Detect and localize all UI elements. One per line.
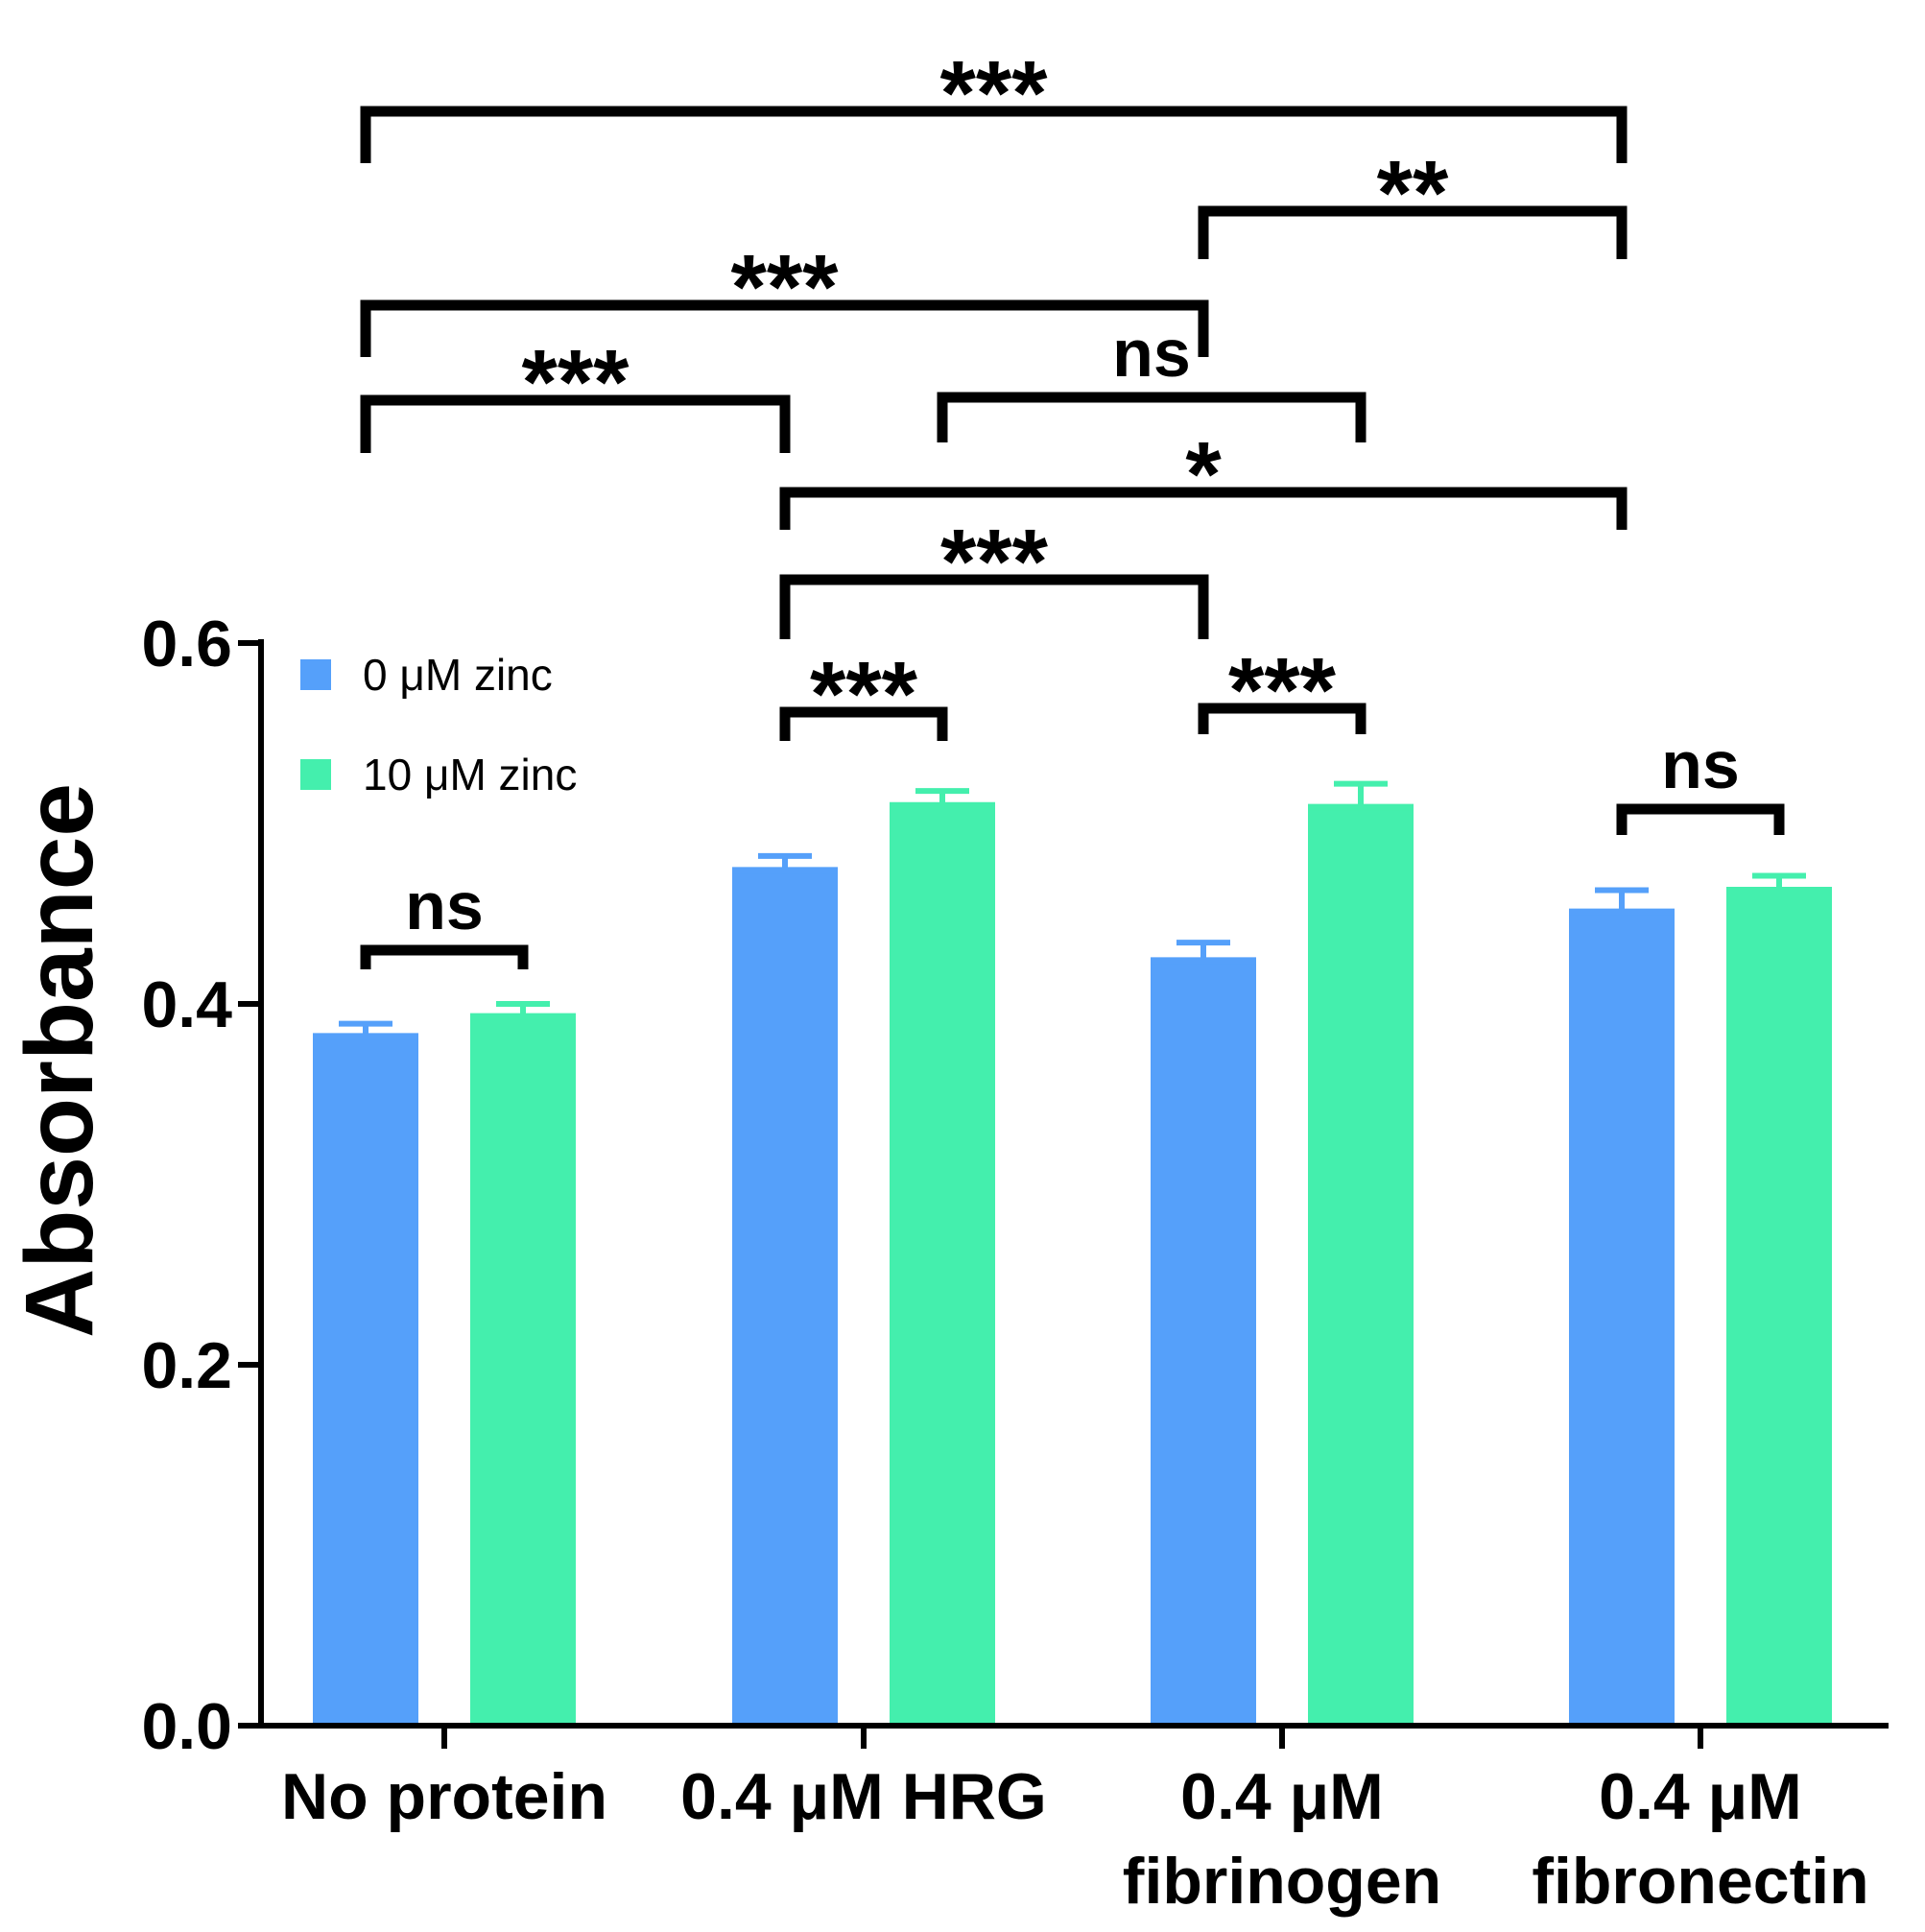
bar-1-3 xyxy=(1151,960,1256,1726)
bar-1-2 xyxy=(732,870,838,1726)
significance-bracket-8 xyxy=(937,392,1367,442)
x-category-label: 0.4 μM xyxy=(1599,1760,1802,1833)
bars xyxy=(313,780,1832,1726)
x-category-label: 0.4 μM xyxy=(1180,1760,1384,1833)
y-axis-title: Absorbance xyxy=(6,783,113,1338)
significance-bracket-6 xyxy=(779,487,1628,530)
bar-2-3 xyxy=(1308,807,1414,1726)
x-category-label: fibrinogen xyxy=(1123,1845,1441,1918)
legend-label: 10 μM zinc xyxy=(363,750,577,799)
significance-label-5: *** xyxy=(940,511,1049,613)
bar-2-2 xyxy=(890,805,995,1726)
y-tick-label: 0.0 xyxy=(141,1690,232,1763)
bar-1-4 xyxy=(1569,912,1675,1726)
significance-bracket-10 xyxy=(1198,205,1628,259)
significance-label-10: ** xyxy=(1377,142,1449,245)
significance-bracket-7 xyxy=(360,394,791,453)
x-category-label: 0.4 μM HRG xyxy=(680,1760,1047,1833)
significance-label-2: *** xyxy=(810,643,918,746)
significance-bracket-9 xyxy=(360,299,1209,357)
legend-swatch xyxy=(300,759,331,790)
significance-label-8: ns xyxy=(1112,316,1191,391)
y-tick-label: 0.2 xyxy=(141,1329,232,1402)
y-tick-label: 0.4 xyxy=(141,968,232,1041)
significance-label-9: *** xyxy=(730,236,839,339)
legend-label: 0 μM zinc xyxy=(363,650,553,700)
significance-label-7: *** xyxy=(521,331,630,434)
legend: 0 μM zinc 10 μM zinc xyxy=(300,650,577,799)
significance-label-1: ns xyxy=(405,869,484,943)
significance-bracket-5 xyxy=(779,574,1209,639)
significance-bracket-2 xyxy=(779,706,948,741)
x-category-label: No protein xyxy=(281,1760,607,1833)
x-category-label: fibronectin xyxy=(1532,1845,1868,1918)
legend-swatch xyxy=(300,659,331,690)
significance-label-3: *** xyxy=(1228,639,1337,742)
axes: 0.0 0.2 0.4 0.6 No protein 0.4 μM HRG 0.4 μM fi… xyxy=(141,608,1889,1918)
significance-bracket-3 xyxy=(1198,703,1367,734)
significance-bracket-4 xyxy=(1616,803,1785,835)
significance-bracket-11 xyxy=(360,106,1628,163)
significance-bracket-1 xyxy=(360,944,529,969)
significance-label-6: * xyxy=(1185,423,1222,526)
bar-2-1 xyxy=(470,1016,576,1726)
significance-brackets: ns*** ***ns******* ns******** xyxy=(360,42,1785,969)
bar-2-4 xyxy=(1726,890,1832,1726)
significance-label-4: ns xyxy=(1661,727,1740,802)
y-tick-label: 0.6 xyxy=(141,608,232,680)
bar-1-1 xyxy=(313,1036,418,1726)
significance-label-11: *** xyxy=(939,42,1048,145)
